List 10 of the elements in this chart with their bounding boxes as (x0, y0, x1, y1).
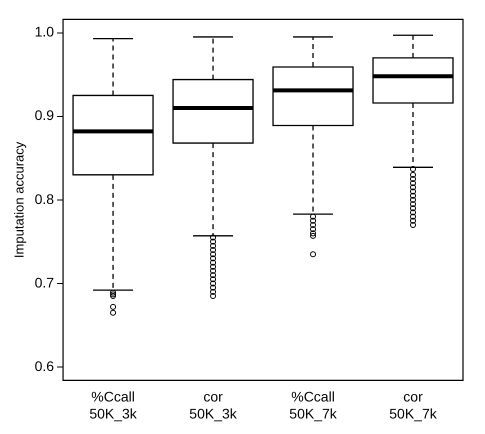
y-tick-label: 0.8 (34, 190, 54, 207)
y-tick-label: 0.6 (34, 358, 54, 374)
y-tick-label: 0.9 (34, 107, 54, 124)
x-tick-label: cor 50K_7k (389, 388, 438, 422)
y-axis-title: Imputation accuracy (11, 141, 26, 258)
x-tick-label: %Ccall 50K_3k (89, 388, 138, 422)
y-tick-label: 1.0 (34, 24, 54, 40)
x-tick-label: %Ccall 50K_7k (289, 388, 338, 422)
x-tick-label: cor 50K_3k (189, 388, 238, 422)
y-tick-label: 0.7 (34, 274, 54, 290)
